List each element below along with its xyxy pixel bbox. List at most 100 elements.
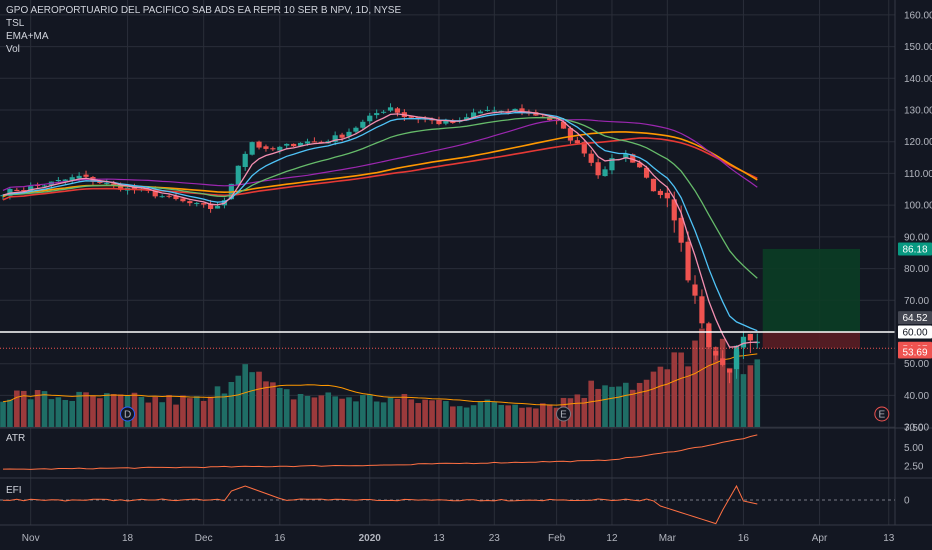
target-zone[interactable] [762,248,860,332]
price-tick-label: 90.00 [904,232,929,243]
volume-bar [616,386,622,427]
volume-bar [353,401,359,427]
volume-bar [304,395,311,427]
candle-body [588,153,594,163]
volume-bar [311,397,318,427]
atr-line [2,434,758,470]
price-tag [898,345,932,359]
volume-bar [692,340,698,427]
event-marker-label: E [560,410,567,421]
time-tick-label: 2020 [359,533,382,544]
volume-bar [429,400,435,427]
price-tag-label: 53.69 [902,348,927,359]
candle-body [650,178,657,192]
volume-bar [546,404,553,427]
price-tick-label: 70.00 [904,296,929,307]
candle-body [727,369,733,373]
efi-panel-label: EFI [6,485,22,496]
candle-body [21,189,27,191]
volume-bar [733,351,740,427]
volume-bar [484,399,491,427]
candle-body [581,142,587,154]
volume-bar [422,399,428,427]
candle-body [595,162,601,176]
time-tick-label: 16 [274,533,286,544]
price-tick-label: 80.00 [904,264,929,275]
volume-bar [14,390,20,427]
price-tag-label: 64.52 [902,313,927,324]
horizontal-lines[interactable] [0,331,895,349]
volume-bar [325,392,332,427]
price-tag [898,325,932,339]
volume-bar [110,394,117,427]
candle-body [297,142,304,146]
candle-body [159,196,165,198]
volume-bar [643,379,650,427]
candle-body [699,296,705,324]
volume-bar [394,398,401,427]
time-tick-label: Mar [659,533,677,544]
candle-body [277,146,283,151]
volume-bar [671,352,678,427]
volume-bar [636,382,643,427]
candle-body [436,120,442,125]
volume-bar [609,386,615,427]
volume-bar [200,400,207,427]
candle-body [35,184,41,186]
volume-bar [747,365,754,427]
volume-bar [235,375,242,427]
price-tick-label: 140.00 [904,74,932,85]
candle-body [118,185,124,190]
volume-bar [346,397,352,427]
candle-body [664,192,670,199]
volume-bar [699,328,705,427]
volume-bar [97,398,103,427]
volume-bar [117,394,124,427]
indicator-panels [0,0,932,526]
volume-bar [221,393,228,427]
volume-bar [104,393,110,427]
volume-bar [360,395,366,427]
volume-bar [450,406,456,427]
candle-body [270,148,276,150]
candle-body [242,153,248,168]
candle-body [14,189,20,192]
event-marker [120,406,136,422]
candle-body [609,158,615,171]
time-tick-label: 23 [489,533,501,544]
price-tag [898,242,932,256]
candle-body [443,120,449,124]
candle-body [512,108,518,112]
volume-bar [415,403,421,427]
event-marker-label: E [879,410,886,421]
candle-body [152,190,158,197]
event-marker [556,406,572,422]
candle-body [235,165,241,185]
volume-bar [263,381,269,427]
candle-body [76,175,82,179]
candle-body [498,110,504,112]
candle-body [740,336,747,348]
stop-zone[interactable] [762,332,860,349]
legend-item-ema-ma: EMA+MA [6,31,49,42]
candle-body [0,195,6,197]
candle-body [41,185,48,187]
volume-bar [34,390,41,427]
candle-body [28,186,34,192]
volume-bar [401,394,408,427]
volume-bar [712,346,719,427]
candle-body [284,143,290,146]
legend-item-vol: Vol [6,44,20,55]
position-box[interactable] [762,248,860,349]
volume-bar [145,402,152,427]
candle-body [180,198,186,202]
candle-body [643,167,650,178]
candle-body [560,121,567,129]
price-tick-label: 130.00 [904,106,932,117]
time-tick-label: 16 [738,533,750,544]
volume-bar [214,386,221,427]
candle-body [574,140,580,144]
